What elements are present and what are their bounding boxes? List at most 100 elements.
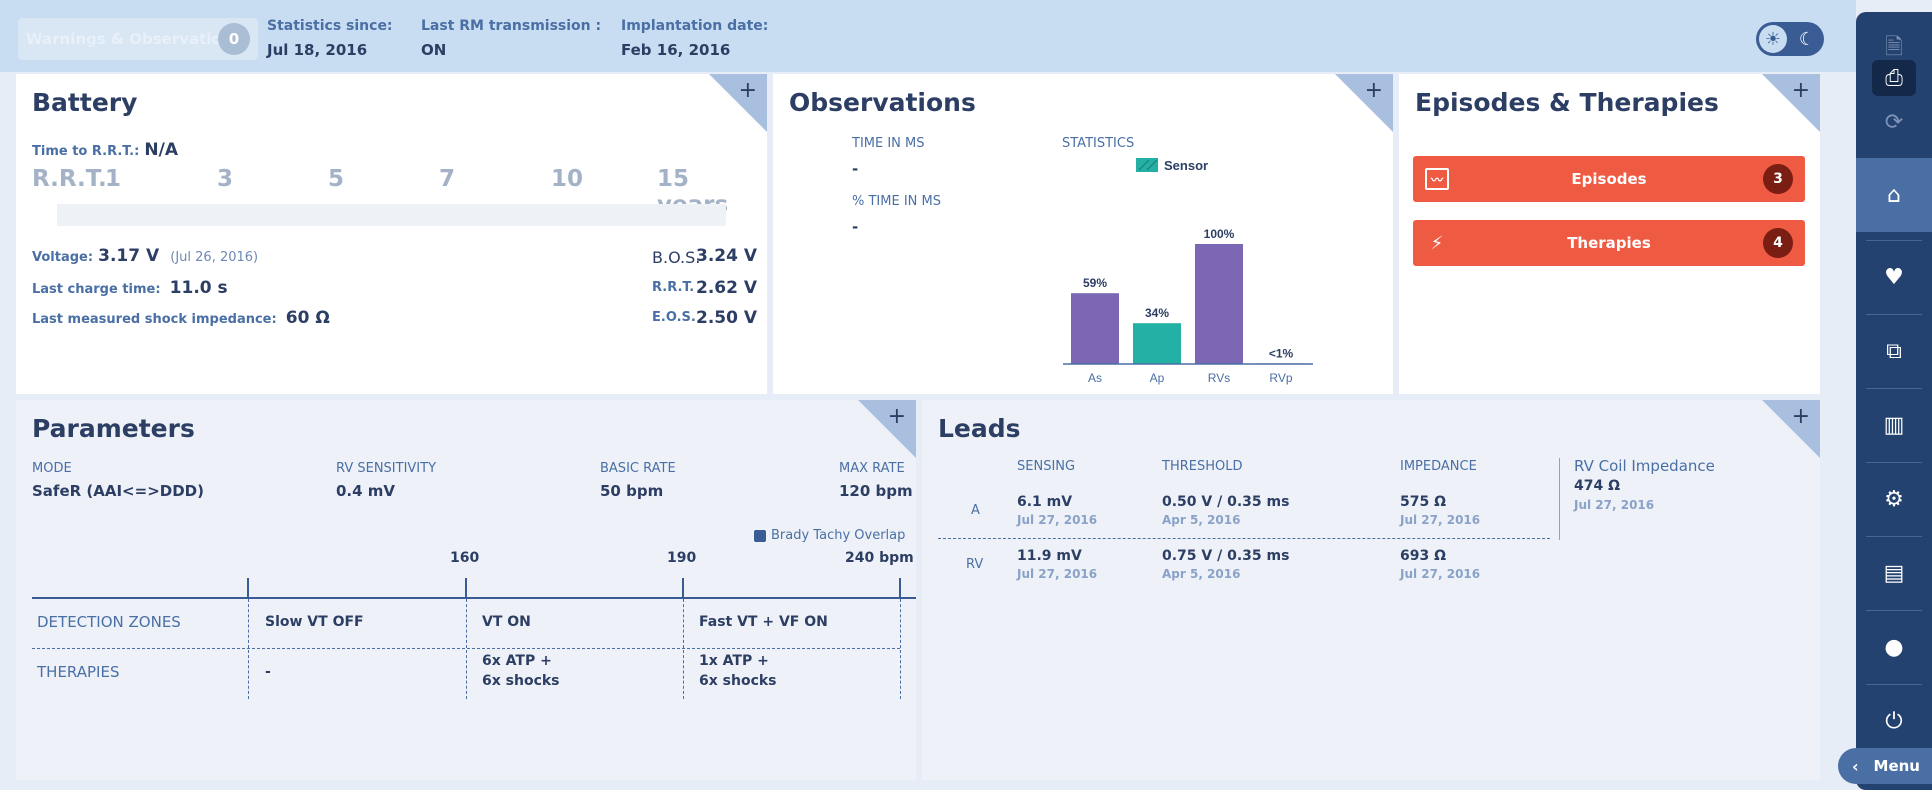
lead-threshold-date: Apr 5, 2016: [1162, 513, 1241, 527]
moon-icon[interactable]: ☾: [1798, 28, 1816, 50]
threshold-header: THRESHOLD: [1162, 459, 1243, 474]
theme-toggle[interactable]: ☀ ☾: [1756, 22, 1824, 56]
episodes-expand-corner[interactable]: [1762, 74, 1820, 132]
menu-button[interactable]: ‹ Menu: [1838, 748, 1932, 784]
rv-sensitivity-value: 0.4 mV: [336, 482, 396, 500]
chevron-left-icon: ‹: [1852, 756, 1859, 776]
battery-scale-tick: 5: [328, 166, 345, 192]
zone-divider: [900, 599, 901, 699]
observations-title: Observations: [789, 88, 976, 117]
device-icon[interactable]: ▤: [1883, 560, 1905, 586]
impedance-header: IMPEDANCE: [1400, 459, 1477, 474]
plus-icon[interactable]: +: [1364, 78, 1383, 103]
chart-data-label: 59%: [1083, 276, 1107, 290]
lead-sensing-date: Jul 27, 2016: [1017, 567, 1098, 581]
episodes-button[interactable]: 〰 Episodes 3: [1413, 156, 1805, 202]
print-icon[interactable]: ⎙: [1856, 58, 1932, 98]
rv-coil-date: Jul 27, 2016: [1574, 498, 1655, 512]
zone-tick: [465, 578, 467, 598]
episodes-title: Episodes & Therapies: [1415, 88, 1719, 117]
episodes-panel: Episodes & Therapies + 〰 Episodes 3 ⚡ Th…: [1399, 74, 1820, 394]
home-icon[interactable]: ⌂: [1856, 158, 1932, 232]
battery-expand-corner[interactable]: [709, 74, 767, 132]
report-icon[interactable]: 🗎: [1885, 35, 1903, 60]
settings-icon[interactable]: ⚙: [1884, 486, 1904, 512]
plus-icon[interactable]: +: [887, 404, 906, 429]
rrt-value: 2.62 V: [696, 278, 758, 298]
user-icon[interactable]: ●: [1884, 634, 1904, 660]
therapies-row-label: THERAPIES: [37, 663, 120, 681]
rrt-label: R.R.T.: [652, 280, 695, 295]
overlap-legend-swatch: [754, 530, 766, 542]
sidebar-separator: [1866, 314, 1922, 315]
therapy-vt-line1: 6x ATP +: [482, 653, 552, 669]
chart-legend: Sensor: [1136, 158, 1208, 173]
implant-date-value: Feb 16, 2016: [621, 41, 731, 59]
therapy-fast-vt-line1: 1x ATP +: [699, 653, 769, 669]
warnings-button[interactable]: Warnings & Observations 0: [18, 18, 258, 60]
eos-value: 2.50 V: [696, 308, 758, 328]
charge-time-row: Last charge time: 11.0 s: [32, 278, 228, 298]
zone-slow-vt: Slow VT OFF: [265, 614, 364, 630]
sync-icon[interactable]: ⟳: [1884, 109, 1904, 135]
time-to-rrt: Time to R.R.T.: N/A: [32, 140, 178, 160]
episodes-label: Episodes: [1571, 170, 1647, 188]
voltage-value: 3.17 V: [98, 246, 160, 266]
zone-divider: [466, 599, 467, 699]
plus-icon[interactable]: +: [738, 78, 757, 103]
leads-panel: Leads + SENSING THRESHOLD IMPEDANCE A 6.…: [922, 400, 1820, 780]
therapy-slow-vt: -: [265, 664, 271, 680]
lead-sensing: 6.1 mV: [1017, 494, 1073, 510]
last-rm-value: ON: [421, 41, 447, 59]
plus-icon[interactable]: +: [1791, 78, 1810, 103]
time-to-rrt-value: N/A: [144, 140, 178, 160]
battery-title: Battery: [32, 88, 138, 117]
lead-chamber: A: [971, 503, 980, 518]
lead-sensing: 11.9 mV: [1017, 548, 1082, 564]
zone-divider: [248, 599, 249, 699]
plus-icon[interactable]: +: [1791, 404, 1810, 429]
legend-label-sensor: Sensor: [1164, 158, 1208, 173]
sidebar-separator: [1866, 536, 1922, 537]
chart-tick-label: RVs: [1208, 371, 1230, 385]
chart-data-label: 34%: [1145, 306, 1169, 320]
statistics-icon[interactable]: ▥: [1883, 412, 1905, 438]
ecg-monitor-icon[interactable]: ⧉: [1886, 338, 1902, 364]
therapy-vt-line2: 6x shocks: [482, 673, 560, 689]
battery-scale-tick: 3: [217, 166, 234, 192]
rate-scale-160: 160: [450, 550, 480, 566]
chart-bar-ap: [1133, 323, 1181, 364]
time-to-rrt-label: Time to R.R.T.:: [32, 144, 140, 159]
zone-vt: VT ON: [482, 614, 531, 630]
eos-label: E.O.S.: [652, 310, 696, 325]
stats-since-value: Jul 18, 2016: [267, 41, 368, 59]
chart-tick-label: Ap: [1150, 371, 1165, 385]
battery-scale-tick: 7: [439, 166, 456, 192]
power-icon[interactable]: ⏻: [1885, 708, 1903, 734]
ecg-icon: 〰: [1425, 168, 1449, 190]
parameters-expand-corner[interactable]: [858, 400, 916, 458]
mode-label: MODE: [32, 461, 72, 476]
rv-coil-divider: [1559, 458, 1560, 540]
observations-expand-corner[interactable]: [1335, 74, 1393, 132]
observations-panel: Observations + TIME IN MS - % TIME IN MS…: [773, 74, 1393, 394]
zone-row-divider: [32, 648, 900, 649]
max-rate-label: MAX RATE: [839, 461, 905, 476]
time-in-ms-value: -: [852, 160, 859, 178]
heart-icon[interactable]: ♥: [1884, 264, 1904, 290]
zone-tick: [899, 578, 901, 598]
sun-icon[interactable]: ☀: [1759, 25, 1787, 53]
leads-expand-corner[interactable]: [1762, 400, 1820, 458]
charge-time-value: 11.0 s: [169, 278, 228, 298]
therapies-button[interactable]: ⚡ Therapies 4: [1413, 220, 1805, 266]
lead-threshold-date: Apr 5, 2016: [1162, 567, 1241, 581]
chart-tick-label: RVp: [1269, 371, 1292, 385]
parameters-title: Parameters: [32, 414, 195, 443]
sidebar-separator: [1866, 462, 1922, 463]
lead-chamber: RV: [966, 557, 984, 572]
voltage-date: (Jul 26, 2016): [170, 250, 259, 265]
lead-row-divider: [938, 538, 1550, 539]
lead-impedance-date: Jul 27, 2016: [1400, 513, 1481, 527]
sidebar-separator: [1866, 388, 1922, 389]
pct-time-in-ms-label: % TIME IN MS: [852, 194, 941, 209]
